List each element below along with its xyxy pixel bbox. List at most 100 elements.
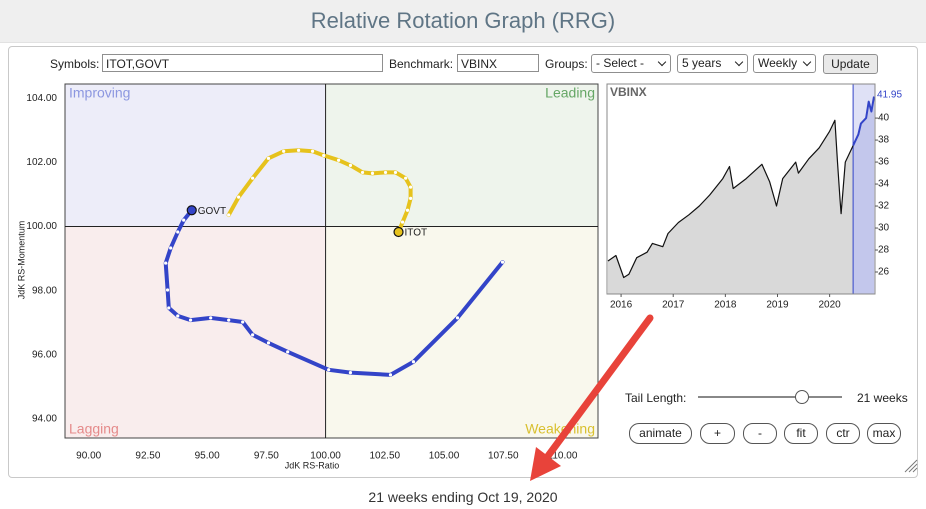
series-label: ITOT [405,228,428,239]
tail-head [186,205,197,216]
x-tick-label: 2017 [662,300,685,311]
y-tick-label: 32 [878,201,890,212]
red-arrow [530,314,654,481]
period-select[interactable]: 5 years [677,54,748,73]
tail-point [167,306,171,310]
tail-point [348,163,353,167]
x-tick-label: 2016 [610,300,633,311]
frequency-select[interactable]: Weekly [753,54,816,73]
tail-point [360,170,365,175]
tail-point [182,218,186,222]
quadrant-1 [325,84,598,227]
tail-point [251,333,255,337]
chart-button[interactable]: ctr [826,423,860,444]
resize-grip [912,467,918,473]
quadrant-0 [65,84,326,227]
tail-point [296,148,301,152]
y-tick-label: 28 [878,245,890,256]
tail-length-value: 21 weeks [857,391,908,405]
y-tick-label: 38 [878,135,890,146]
resize-grip [908,463,918,473]
y-tick-label: 30 [878,223,890,234]
header: Relative Rotation Graph (RRG) [0,0,926,43]
tail-point [209,316,213,320]
tail-point [188,318,193,322]
quadrant-2 [65,226,326,438]
y-tick-label: 26 [878,267,890,278]
price-area [608,120,854,294]
tail-point [286,350,290,354]
chart-button[interactable]: fit [784,423,818,444]
tail-point [322,153,326,158]
tail-point [310,149,315,153]
y-tick-label: 104.00 [26,93,57,104]
y-tick-label: 40 [878,113,890,124]
price-line [607,119,854,279]
tail-point [176,314,180,318]
chart-button[interactable]: + [700,423,735,444]
quadrant-label: Lagging [69,421,119,437]
quadrant-label: Weakening [525,421,595,437]
tail-point [266,341,271,345]
y-axis-label: JdK RS-Momentum [16,221,26,300]
tail-point [383,170,388,175]
arrow-shaft [544,314,654,460]
x-tick-label: 110.00 [548,451,578,462]
tail-point [227,318,231,322]
price-label: 41.95 [877,89,902,100]
y-tick-label: 34 [878,179,890,190]
tail-head [393,226,404,238]
quadrant-3 [325,226,598,438]
quadrant-label: Improving [69,85,130,101]
tail-point [169,246,173,250]
plot-frame [64,83,599,439]
y-tick-label: 94.00 [32,413,57,424]
tail-point [164,261,168,265]
series-label: GOVT [198,206,226,217]
x-axis-label: JdK RS-Ratio [285,460,340,470]
tail-point [409,185,413,189]
chart-button[interactable]: animate [629,423,692,444]
tail-point [411,360,416,364]
tail-point [282,149,286,153]
benchmark-input[interactable]: VBINX [457,54,539,72]
tail-point [327,368,331,372]
x-tick-label: 2018 [714,300,737,311]
slider-thumb[interactable] [795,390,809,404]
mini-frame [606,83,876,295]
tail-point [409,196,413,200]
tail-point [404,176,408,180]
groups-select[interactable]: - Select - [591,54,671,73]
groups-label: Groups: [545,57,588,71]
quadrant-label: Leading [545,85,595,101]
tail-point [227,213,231,217]
x-tick-label: 97.50 [254,451,279,462]
x-tick-label: 105.00 [429,451,460,462]
tail-point [405,208,410,212]
tail-point [455,316,460,320]
benchmark-label: Benchmark: [389,57,454,71]
tail-point [176,230,180,234]
price-line [852,96,875,147]
price-area [853,96,874,294]
chart-button[interactable]: - [743,423,777,444]
mini-title: VBINX [610,85,647,99]
tail-point [388,373,393,377]
x-tick-label: 2020 [819,300,842,311]
tail-point [393,170,398,175]
y-tick-label: 98.00 [32,285,57,296]
x-tick-label: 100.00 [310,451,341,462]
x-tick-label: 102.50 [370,451,401,462]
symbols-input[interactable]: ITOT,GOVT [102,54,383,72]
tail-point [337,158,341,162]
resize-grip [904,459,918,473]
update-button[interactable]: Update [823,54,878,74]
tail-point [370,171,375,175]
tail-point [400,220,405,224]
chart-button[interactable]: max [867,423,901,444]
x-tick-label: 107.50 [488,451,519,462]
x-tick-label: 92.50 [135,451,160,462]
tail-point [266,156,271,160]
